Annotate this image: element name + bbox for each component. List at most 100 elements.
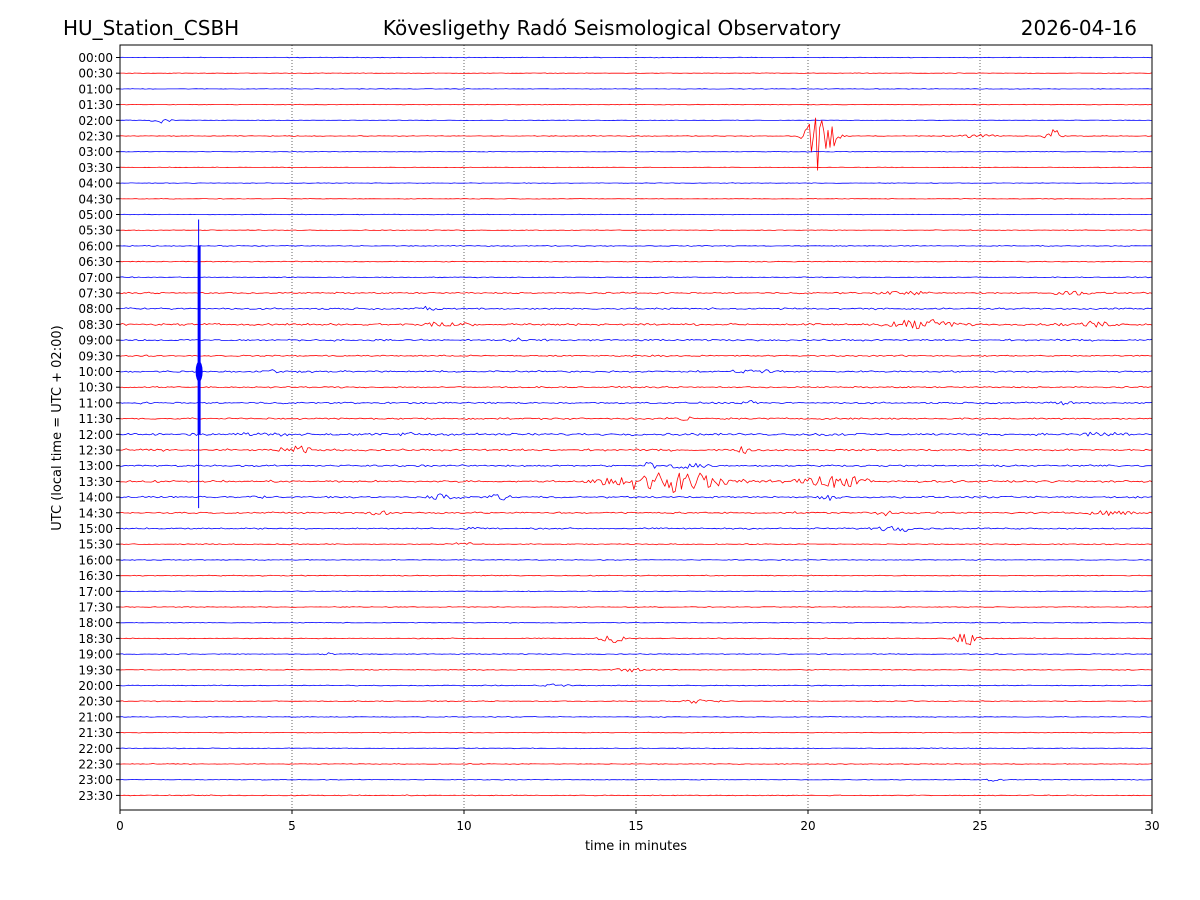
trace-row-0330: [119, 166, 1152, 169]
y-tick-label: 10:00: [78, 365, 113, 379]
trace-row-2230: [119, 763, 1153, 765]
station-title: HU_Station_CSBH: [63, 16, 239, 40]
y-tick-label: 02:30: [78, 130, 113, 144]
y-tick-label: 07:00: [78, 271, 113, 285]
trace-row-1000: [119, 369, 1153, 374]
trace-row-1330: [119, 472, 1153, 493]
trace-row-1430: [119, 510, 1153, 517]
y-tick-label: 18:30: [78, 632, 113, 646]
y-tick-label: 20:00: [78, 679, 113, 693]
y-tick-label: 09:30: [78, 349, 113, 363]
y-tick-label: 16:00: [78, 553, 113, 567]
y-axis-label: UTC (local time = UTC + 02:00): [50, 325, 65, 530]
y-tick-label: 04:30: [78, 192, 113, 206]
trace-row-1230: [119, 445, 1153, 454]
vertical-grid: [291, 45, 981, 810]
trace-row-1130: [119, 416, 1153, 421]
y-tick-label: 12:30: [78, 444, 113, 458]
trace-row-1530: [119, 542, 1153, 546]
trace-row-0400: [119, 182, 1152, 184]
trace-row-0100: [119, 88, 1153, 90]
trace-row-0030: [120, 72, 1153, 74]
trace-row-0900: [119, 337, 1153, 342]
seismic-traces: [119, 56, 1153, 797]
y-tick-label: 10:30: [78, 381, 113, 395]
y-tick-label: 12:00: [78, 428, 113, 442]
y-tick-label: 08:30: [78, 318, 113, 332]
y-tick-label: 11:30: [78, 412, 113, 426]
trace-row-0630: [119, 260, 1153, 263]
date-title: 2026-04-16: [1021, 16, 1137, 40]
y-tick-label: 22:00: [78, 742, 113, 756]
y-tick-label: 14:30: [78, 506, 113, 520]
y-tick-label: 11:00: [78, 396, 113, 410]
trace-row-2200: [119, 747, 1153, 750]
y-tick-label: 03:30: [78, 161, 113, 175]
y-tick-label: 18:00: [78, 616, 113, 630]
trace-row-0830: [119, 319, 1153, 330]
y-tick-label: 06:00: [78, 239, 113, 253]
x-tick-label: 5: [288, 819, 296, 833]
trace-row-2030: [119, 699, 1153, 704]
trace-row-1600: [119, 559, 1153, 561]
trace-row-0000: [119, 56, 1153, 59]
trace-row-1930: [119, 667, 1152, 673]
x-axis-ticks: 0 5 10 15 20 25 30: [116, 810, 1160, 833]
y-tick-label: 17:30: [78, 601, 113, 615]
trace-row-1830: [119, 633, 1153, 646]
x-axis-label: time in minutes: [585, 839, 687, 854]
y-tick-label: 04:00: [78, 177, 113, 191]
y-tick-label: 05:30: [78, 224, 113, 238]
y-tick-label: 19:30: [78, 663, 113, 677]
y-tick-label: 06:30: [78, 255, 113, 269]
trace-row-0230: [120, 117, 1153, 171]
trace-row-0600: [119, 245, 1152, 247]
y-tick-label: 02:00: [78, 114, 113, 128]
y-tick-label: 23:30: [78, 789, 113, 803]
y-tick-label: 08:00: [78, 302, 113, 316]
y-tick-label: 13:00: [78, 459, 113, 473]
y-tick-label: 03:00: [78, 145, 113, 159]
y-tick-label: 23:00: [78, 773, 113, 787]
x-tick-label: 25: [972, 819, 987, 833]
y-tick-label: 00:00: [78, 51, 113, 65]
trace-row-0930: [119, 354, 1153, 358]
trace-row-2100: [119, 716, 1153, 718]
y-tick-label: 19:00: [78, 648, 113, 662]
y-tick-label: 05:00: [78, 208, 113, 222]
y-tick-label: 16:30: [78, 569, 113, 583]
trace-row-1700: [119, 590, 1153, 593]
trace-row-2300: [119, 778, 1153, 782]
y-tick-label: 20:30: [78, 695, 113, 709]
trace-row-2000: [119, 683, 1152, 687]
trace-row-1030: [119, 385, 1153, 389]
trace-row-1200: [119, 431, 1152, 437]
trace-row-0430: [119, 198, 1153, 200]
trace-row-1500: [119, 525, 1153, 532]
y-tick-label: 15:30: [78, 538, 113, 552]
trace-row-0130: [120, 103, 1153, 106]
large-event-trace: [195, 219, 203, 509]
trace-row-2330: [120, 794, 1153, 797]
trace-row-0800: [120, 305, 1153, 311]
trace-row-0730: [119, 290, 1153, 296]
y-tick-label: 00:30: [78, 67, 113, 81]
trace-row-1300: [119, 462, 1153, 469]
x-tick-label: 0: [116, 819, 124, 833]
y-tick-label: 01:30: [78, 98, 113, 112]
trace-row-1630: [119, 574, 1152, 577]
trace-row-1400: [119, 493, 1153, 501]
trace-row-0200: [119, 119, 1153, 124]
trace-row-0700: [119, 276, 1153, 279]
y-tick-label: 07:30: [78, 287, 113, 301]
observatory-title: Kövesligethy Radó Seismological Observat…: [383, 16, 841, 40]
trace-row-0530: [119, 229, 1153, 231]
y-tick-label: 21:00: [78, 710, 113, 724]
y-tick-label: 14:00: [78, 491, 113, 505]
y-tick-label: 17:00: [78, 585, 113, 599]
large-event-peak: [195, 361, 203, 382]
trace-row-0300: [120, 151, 1153, 153]
y-tick-label: 15:00: [78, 522, 113, 536]
